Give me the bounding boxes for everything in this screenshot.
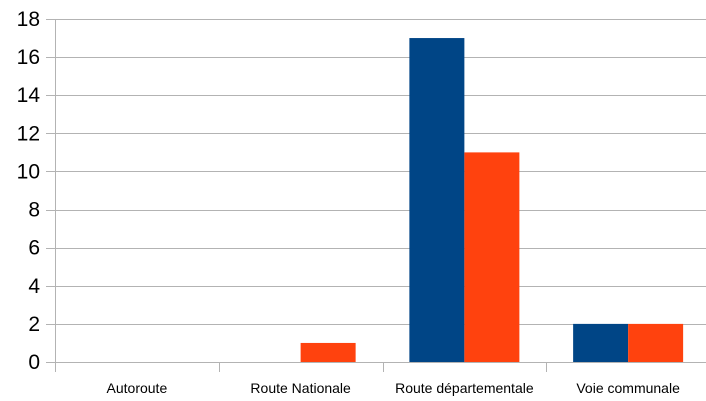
y-tick-label: 10 [17, 160, 40, 183]
x-tick-label: Route Nationale [250, 380, 351, 396]
x-tick-labels: Autoroute Route Nationale Route départemen… [107, 380, 681, 396]
bar-route-d-partementale-series-2 [464, 152, 520, 362]
y-tick-label: 2 [28, 313, 40, 336]
y-tick-label: 0 [28, 351, 40, 374]
x-tick-label: Route départementale [395, 380, 534, 396]
y-tick-label: 12 [17, 122, 40, 145]
x-tick-label: Autoroute [107, 380, 168, 396]
y-tick-label: 8 [28, 199, 40, 222]
bar-voie-communale-series-1 [573, 323, 629, 362]
x-tick-label: Voie communale [576, 380, 680, 396]
axes [46, 19, 706, 372]
y-tick-label: 4 [28, 275, 40, 298]
bar-route-nationale-series-2 [300, 342, 356, 362]
y-tick-label: 6 [28, 237, 40, 260]
y-tick-label: 18 [17, 8, 40, 31]
bar-route-d-partementale-series-1 [409, 38, 465, 363]
bars [300, 38, 684, 363]
y-tick-labels: 0 2 4 6 8 10 12 14 16 18 [17, 8, 41, 374]
bar-voie-communale-series-2 [628, 323, 684, 362]
grid-lines [55, 19, 706, 325]
y-tick-label: 14 [17, 84, 41, 107]
y-tick-label: 16 [17, 46, 40, 69]
